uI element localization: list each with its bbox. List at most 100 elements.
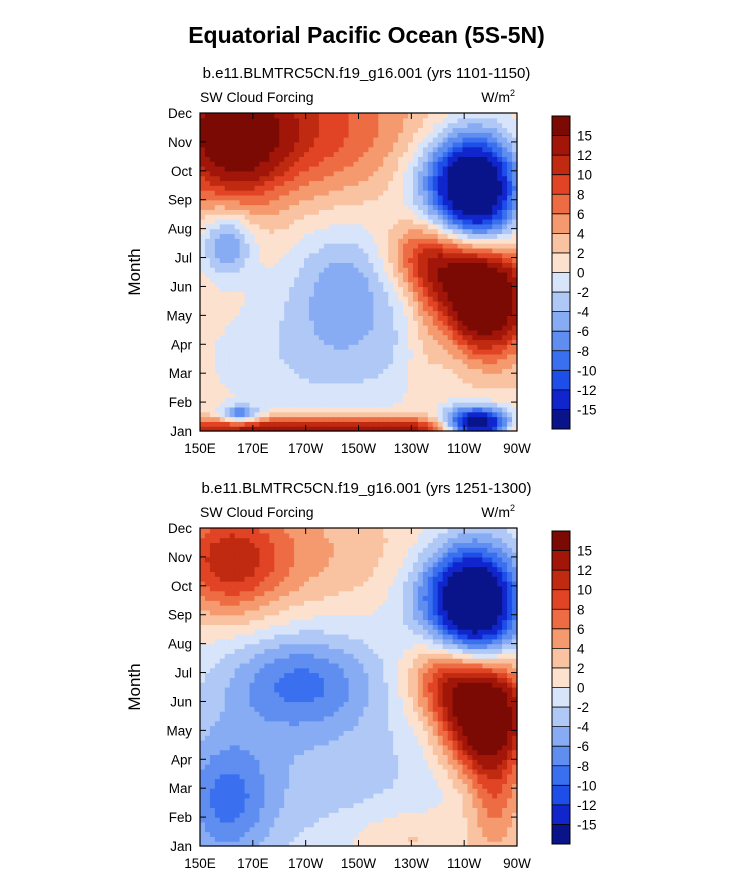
heatmap-cell: [308, 325, 315, 331]
heatmap-cell: [447, 373, 454, 379]
heatmap-cell: [378, 276, 384, 283]
heatmap-cell: [200, 272, 206, 278]
heatmap-cell: [299, 339, 305, 345]
heatmap-cell: [497, 146, 503, 153]
heatmap-cell: [244, 595, 251, 601]
heatmap-cell: [214, 643, 221, 650]
heatmap-cell: [259, 358, 265, 365]
heatmap-cell: [427, 387, 434, 394]
x-tick-label: 150W: [341, 441, 377, 456]
heatmap-cell: [447, 291, 454, 297]
heatmap-cell: [427, 272, 434, 278]
heatmap-cell: [299, 141, 305, 148]
heatmap-cell: [432, 334, 439, 341]
heatmap-cell: [308, 426, 315, 432]
heatmap-cell: [502, 262, 508, 268]
heatmap-cell: [502, 161, 508, 167]
heatmap-cell: [343, 223, 350, 230]
heatmap-cell: [318, 329, 325, 336]
heatmap-cell: [318, 378, 325, 384]
heatmap-cell: [452, 378, 459, 384]
heatmap-cell: [417, 223, 424, 230]
heatmap-cell: [378, 300, 384, 307]
heatmap-cell: [254, 281, 261, 288]
heatmap-cell: [338, 334, 345, 341]
heatmap-cell: [239, 190, 246, 196]
heatmap-cell: [487, 113, 493, 119]
heatmap-cell: [304, 267, 310, 273]
heatmap-cell: [200, 373, 206, 379]
heatmap-cell: [333, 349, 340, 355]
heatmap-cell: [200, 141, 206, 148]
heatmap-cell: [408, 209, 414, 215]
heatmap-cell: [249, 353, 256, 360]
heatmap-cell: [219, 185, 226, 191]
heatmap-cell: [467, 161, 474, 167]
heatmap-cell: [264, 406, 270, 413]
heatmap-cell: [432, 219, 439, 225]
heatmap-cell: [244, 276, 251, 283]
heatmap-cell: [323, 411, 330, 418]
heatmap-cell: [432, 286, 439, 292]
heatmap-cell: [269, 247, 275, 254]
heatmap-cell: [403, 378, 409, 384]
heatmap-cell: [512, 209, 518, 215]
heatmap-cell: [200, 233, 206, 239]
heatmap-cell: [244, 344, 251, 350]
heatmap-cell: [234, 662, 241, 669]
heatmap-cell: [200, 117, 206, 124]
heatmap-cell: [333, 382, 340, 389]
heatmap-cell: [343, 190, 350, 196]
heatmap-cell: [472, 276, 478, 283]
heatmap-cell: [368, 233, 374, 239]
heatmap-cell: [363, 228, 369, 235]
heatmap-cell: [200, 677, 206, 683]
heatmap-cell: [507, 305, 513, 312]
heatmap-cell: [304, 199, 310, 206]
heatmap-cell: [368, 402, 374, 408]
heatmap-cell: [209, 325, 216, 331]
heatmap-cell: [393, 233, 399, 239]
heatmap-cell: [219, 537, 226, 544]
heatmap-cell: [502, 233, 508, 239]
heatmap-cell: [502, 122, 508, 129]
heatmap-cell: [472, 199, 478, 206]
heatmap-cell: [477, 310, 483, 316]
heatmap-cell: [343, 363, 350, 369]
heatmap-cell: [244, 387, 251, 394]
heatmap-cell: [259, 199, 265, 206]
heatmap-cell: [244, 768, 251, 775]
heatmap-cell: [502, 243, 508, 249]
heatmap-cell: [422, 137, 429, 143]
heatmap-cell: [219, 411, 226, 418]
heatmap-cell: [308, 267, 315, 273]
heatmap-cell: [408, 358, 414, 365]
heatmap-cell: [200, 113, 206, 119]
heatmap-cell: [318, 243, 325, 249]
heatmap-cell: [338, 204, 345, 210]
heatmap-cell: [284, 243, 290, 249]
heatmap-cell: [363, 257, 369, 263]
heatmap-cell: [457, 180, 464, 186]
heatmap-cell: [512, 175, 518, 182]
heatmap-cell: [204, 744, 211, 751]
heatmap-cell: [244, 720, 251, 727]
heatmap-cell: [398, 392, 404, 398]
heatmap-cell: [388, 300, 394, 307]
heatmap-cell: [457, 252, 464, 259]
heatmap-cell: [328, 426, 335, 432]
heatmap-cell: [204, 276, 211, 283]
heatmap-cell: [442, 194, 449, 201]
heatmap-cell: [313, 329, 320, 336]
heatmap-cell: [289, 349, 295, 355]
heatmap-cell: [239, 797, 246, 804]
units-label: W/m2: [481, 88, 515, 105]
heatmap-cell: [304, 272, 310, 278]
heatmap-cell: [289, 262, 295, 268]
heatmap-cell: [507, 411, 513, 418]
heatmap-cell: [398, 373, 404, 379]
heatmap-cell: [398, 180, 404, 186]
heatmap-cell: [412, 397, 419, 403]
heatmap-cell: [239, 373, 246, 379]
heatmap-cell: [388, 406, 394, 413]
